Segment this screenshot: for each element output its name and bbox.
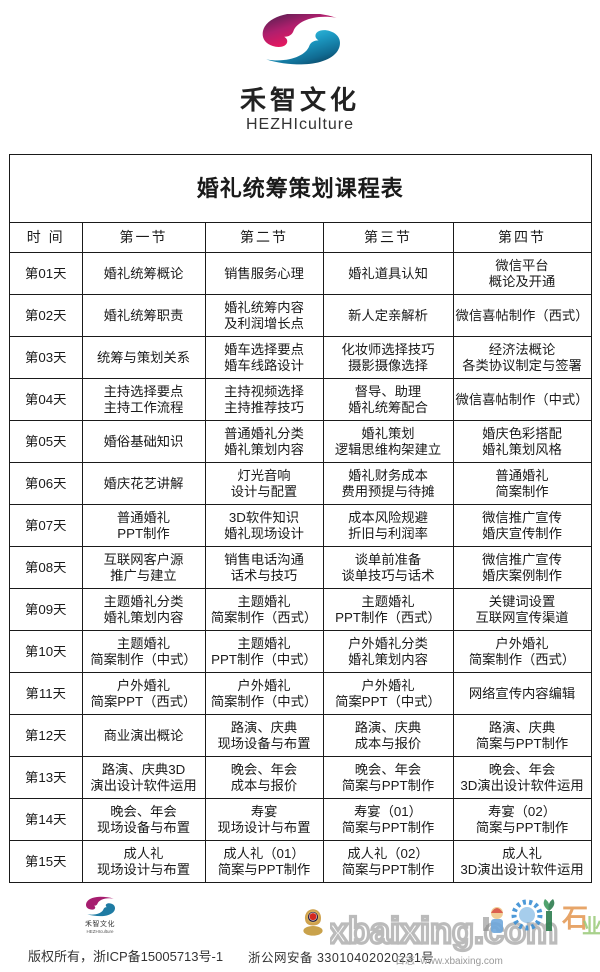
svg-text:业: 业 [582,915,600,938]
